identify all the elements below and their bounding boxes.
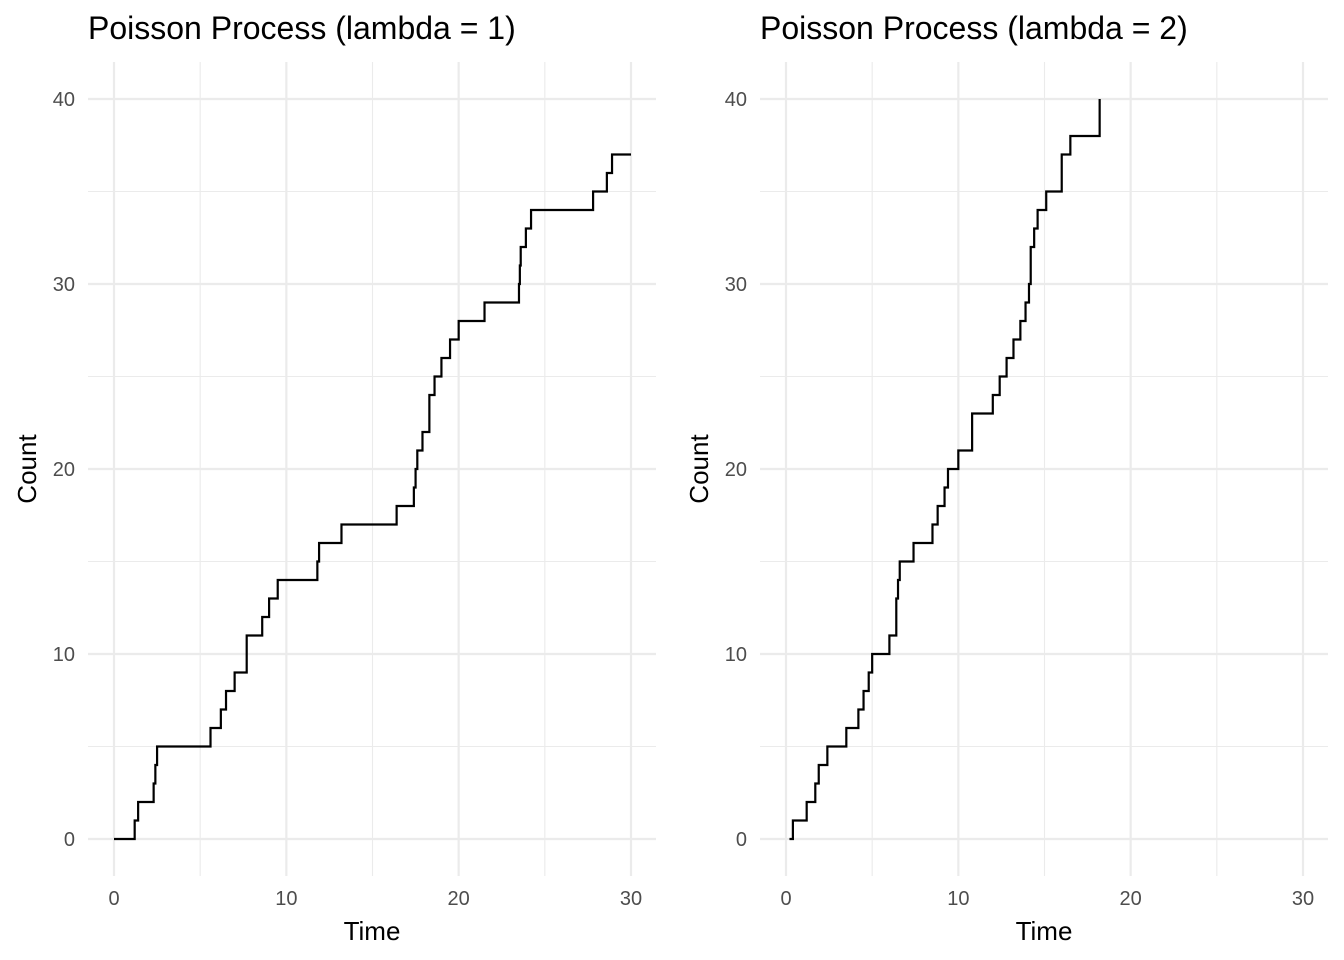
y-tick-label: 40	[53, 89, 75, 111]
y-tick-labels: 0 10 20 30 40	[53, 89, 75, 851]
y-tick-label: 0	[64, 829, 75, 851]
y-tick-labels: 0 10 20 30 40	[725, 89, 747, 851]
chart-title: Poisson Process (lambda = 2)	[760, 10, 1188, 46]
y-tick-label: 40	[725, 89, 747, 111]
y-tick-label: 30	[725, 274, 747, 296]
y-tick-label: 20	[53, 459, 75, 481]
y-axis-label: Count	[12, 434, 42, 504]
grid	[88, 62, 656, 876]
x-axis-label: Time	[1016, 916, 1073, 946]
x-tick-label: 0	[780, 888, 791, 910]
x-tick-label: 10	[947, 888, 969, 910]
series-line-lambda-1	[114, 153, 631, 841]
x-tick-label: 30	[620, 888, 642, 910]
series-group	[114, 153, 631, 841]
chart-title: Poisson Process (lambda = 1)	[88, 10, 516, 46]
x-tick-labels: 0 10 20 30	[108, 888, 642, 910]
x-tick-label: 30	[1292, 888, 1314, 910]
x-tick-label: 0	[108, 888, 119, 910]
x-tick-labels: 0 10 20 30	[780, 888, 1314, 910]
y-tick-label: 10	[53, 644, 75, 666]
y-tick-label: 0	[736, 829, 747, 851]
grid	[760, 62, 1328, 876]
x-tick-label: 20	[1120, 888, 1142, 910]
series-line-lambda-2	[789, 99, 1101, 841]
y-axis-label: Count	[684, 434, 714, 504]
panel-lambda-1: Poisson Process (lambda = 1) 0 10 20 30 40 0…	[12, 10, 656, 946]
panel-lambda-2: Poisson Process (lambda = 2) 0 10 20 30 40 0…	[684, 10, 1328, 946]
x-tick-label: 10	[275, 888, 297, 910]
x-axis-label: Time	[344, 916, 401, 946]
x-tick-label: 20	[448, 888, 470, 910]
y-tick-label: 30	[53, 274, 75, 296]
y-tick-label: 10	[725, 644, 747, 666]
y-tick-label: 20	[725, 459, 747, 481]
series-group	[789, 99, 1101, 841]
